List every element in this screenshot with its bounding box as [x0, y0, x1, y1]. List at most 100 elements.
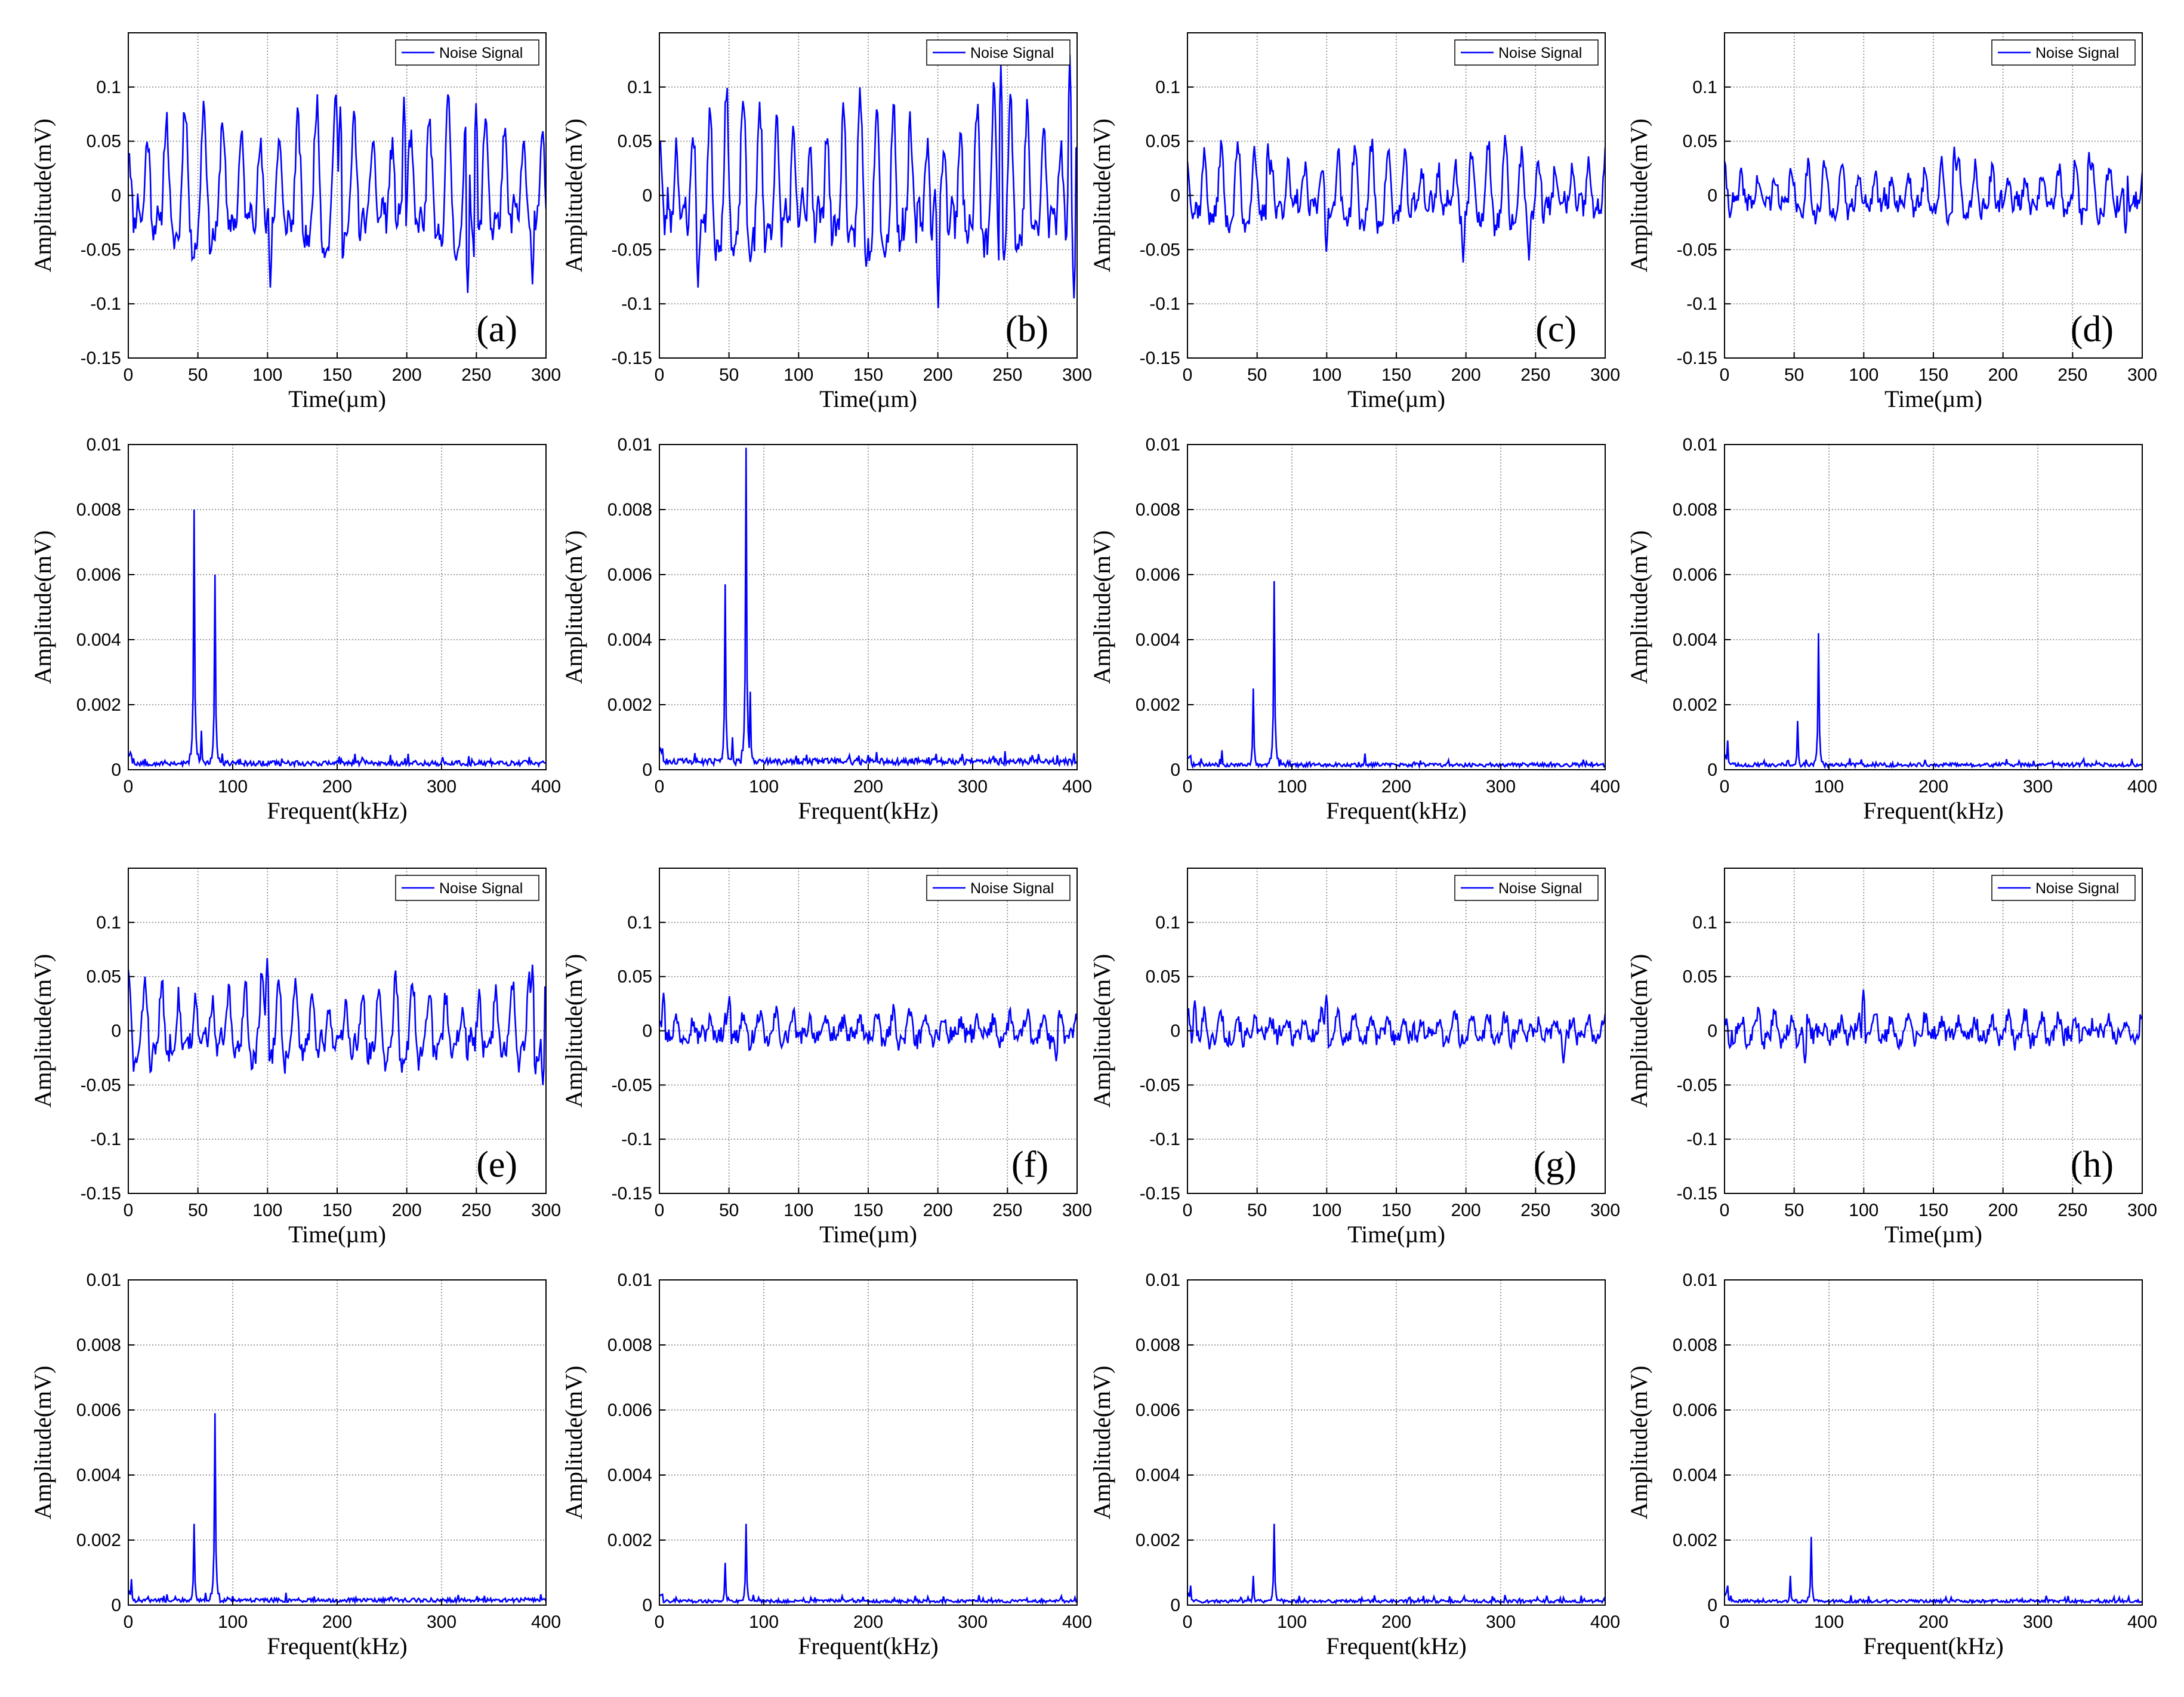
y-tick-label: -0.05	[1140, 240, 1180, 260]
y-tick-label: 0.004	[76, 1465, 121, 1485]
x-tick-label: 200	[1451, 365, 1481, 385]
x-tick-label: 300	[958, 1612, 988, 1632]
x-axis-label: Frequent(kHz)	[798, 797, 938, 824]
x-tick-label: 0	[1183, 1201, 1193, 1220]
y-tick-label: 0.002	[1136, 695, 1180, 715]
x-tick-label: 50	[188, 365, 208, 385]
y-tick-label: 0	[642, 186, 652, 206]
x-tick-label: 250	[461, 365, 491, 385]
y-tick-label: 0.006	[76, 1400, 121, 1420]
y-tick-label: 0.05	[87, 132, 121, 152]
x-tick-label: 100	[218, 1612, 248, 1632]
series-line	[128, 958, 546, 1085]
x-tick-label: 200	[392, 1201, 422, 1220]
x-tick-label: 0	[655, 1201, 665, 1220]
x-tick-label: 300	[2023, 1612, 2053, 1632]
x-tick-label: 400	[1062, 777, 1092, 797]
y-tick-label: 0	[111, 1022, 121, 1041]
y-tick-label: 0.006	[607, 565, 652, 585]
y-tick-label: 0.05	[1146, 132, 1180, 152]
x-tick-label: 400	[2127, 777, 2157, 797]
subplot-b-freq: 0 100 200 300 400 0 0.002 0.004 0.006 0.008 0.01 Fr…	[560, 435, 1092, 824]
y-tick-label: 0.01	[1146, 1270, 1180, 1290]
y-axis-label: Amplitude(mV)	[1625, 530, 1652, 684]
x-axis-label: Frequent(kHz)	[267, 797, 407, 824]
subplot-d-freq: 0 100 200 300 400 0 0.002 0.004 0.006 0.008 0.01 Fr…	[1625, 435, 2157, 824]
y-axis-label: Amplitude(mV)	[29, 954, 56, 1108]
legend-label: Noise Signal	[439, 45, 523, 61]
legend: Noise Signal	[1991, 875, 2136, 901]
y-tick-label: -0.1	[90, 1130, 121, 1149]
y-axis-label: Amplitude(mV)	[1088, 530, 1115, 684]
y-axis-label: Amplitude(mV)	[1625, 1366, 1652, 1520]
y-tick-label: 0.002	[1673, 1531, 1717, 1550]
subplot-c-time: 0 50 100 150 200 250 300 -0.15 -0.1 -0.05 0 0.05 0.1…	[1088, 32, 1620, 412]
subplot-h-freq: 0 100 200 300 400 0 0.002 0.004 0.006 0.008 0.01 Fr…	[1625, 1270, 2157, 1659]
y-tick-label: 0.01	[1683, 1270, 1717, 1290]
y-tick-label: 0.008	[76, 1335, 121, 1355]
y-tick-label: -0.1	[1149, 294, 1180, 314]
x-tick-label: 400	[531, 1612, 561, 1632]
x-axis-label: Frequent(kHz)	[1863, 1633, 2003, 1659]
panel-label: (a)	[476, 309, 517, 350]
subplot-h-time: 0 50 100 150 200 250 300 -0.15 -0.1 -0.05 0 0.05 0.1…	[1625, 868, 2157, 1248]
x-tick-label: 0	[1720, 1612, 1730, 1632]
y-tick-label: 0.1	[96, 78, 121, 97]
subplot-c-freq: 0 100 200 300 400 0 0.002 0.004 0.006 0.008 0.01 Fr…	[1088, 435, 1620, 824]
y-tick-label: 0	[642, 1022, 652, 1041]
subplot-g-freq: 0 100 200 300 400 0 0.002 0.004 0.006 0.008 0.01 Fr…	[1088, 1270, 1620, 1659]
panel-label: (g)	[1534, 1144, 1577, 1185]
y-tick-label: -0.05	[81, 240, 121, 260]
y-tick-label: -0.1	[1686, 294, 1717, 314]
panel-label: (c)	[1535, 309, 1577, 350]
y-tick-label: -0.05	[612, 240, 652, 260]
panel-label: (f)	[1011, 1144, 1048, 1185]
x-axis-label: Time(µm)	[288, 385, 386, 412]
x-tick-label: 250	[1520, 1201, 1550, 1220]
x-tick-label: 300	[531, 365, 561, 385]
grid	[659, 1280, 1077, 1605]
x-tick-label: 300	[958, 777, 988, 797]
y-tick-label: 0.004	[1136, 630, 1180, 650]
y-tick-label: 0.006	[1136, 565, 1180, 585]
x-tick-label: 0	[1720, 1201, 1730, 1220]
y-tick-label: 0.006	[1673, 1400, 1717, 1420]
y-tick-label: 0.008	[1673, 1335, 1717, 1355]
y-tick-label: 0.1	[627, 78, 652, 97]
subplot-e-time: 0 50 100 150 200 250 300 -0.15 -0.1 -0.05 0 0.05 0.1…	[29, 868, 561, 1248]
x-tick-label: 400	[1062, 1612, 1092, 1632]
y-tick-label: -0.15	[1677, 1184, 1717, 1204]
y-axis-label: Amplitude(mV)	[560, 1366, 587, 1520]
y-tick-label: 0.002	[607, 1531, 652, 1550]
x-tick-label: 50	[1247, 1201, 1267, 1220]
y-tick-label: 0.1	[1155, 913, 1180, 933]
x-tick-label: 200	[853, 777, 883, 797]
series-line	[659, 54, 1077, 308]
subplot-a-freq: 0 100 200 300 400 0 0.002 0.004 0.006 0.008 0.01 Fr…	[29, 435, 561, 824]
x-tick-label: 200	[1988, 1201, 2018, 1220]
x-tick-label: 0	[124, 1201, 134, 1220]
x-tick-label: 100	[783, 1201, 813, 1220]
y-tick-label: 0	[642, 760, 652, 780]
x-tick-label: 400	[1590, 777, 1620, 797]
x-axis-label: Frequent(kHz)	[1863, 797, 2003, 824]
series-line	[1725, 989, 2142, 1064]
y-tick-label: 0.004	[1136, 1465, 1180, 1485]
x-tick-label: 100	[783, 365, 813, 385]
y-tick-label: -0.1	[621, 1130, 652, 1149]
x-tick-label: 100	[1814, 777, 1844, 797]
legend: Noise Signal	[395, 875, 539, 901]
x-tick-label: 300	[1486, 1612, 1516, 1632]
x-tick-label: 100	[749, 777, 779, 797]
x-tick-label: 50	[188, 1201, 208, 1220]
x-tick-label: 100	[1277, 1612, 1307, 1632]
y-tick-label: 0.1	[1692, 913, 1717, 933]
legend-label: Noise Signal	[1498, 45, 1582, 61]
y-tick-label: 0.006	[1673, 565, 1717, 585]
grid	[659, 445, 1077, 770]
y-tick-label: -0.15	[612, 1184, 652, 1204]
x-tick-label: 400	[1590, 1612, 1620, 1632]
x-tick-label: 300	[2023, 777, 2053, 797]
y-tick-label: 0	[111, 760, 121, 780]
